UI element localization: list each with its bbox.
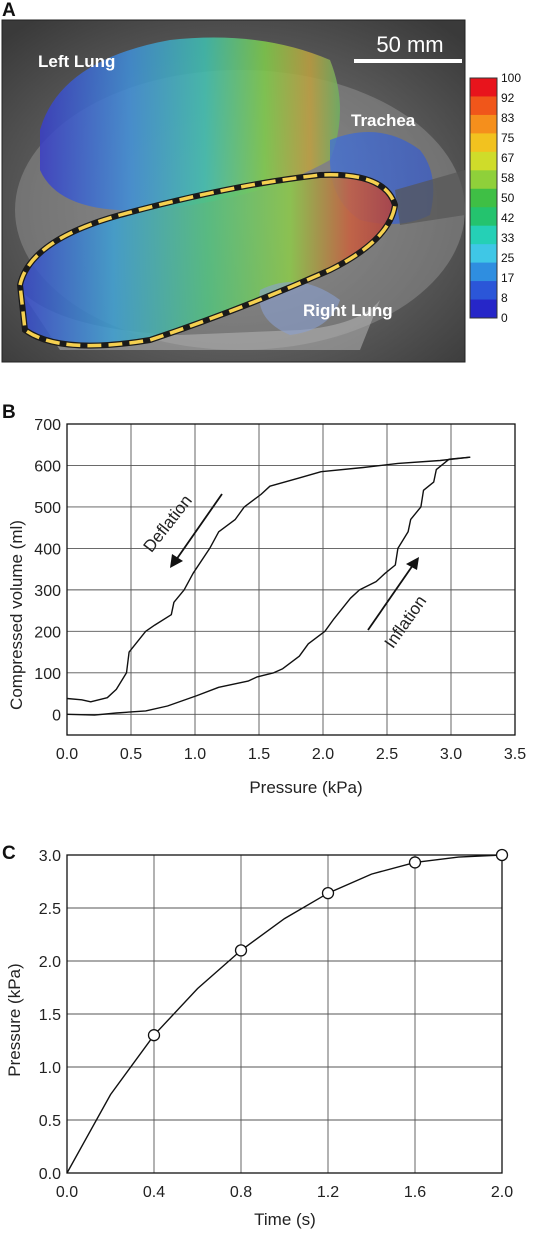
left-lung-region — [40, 37, 340, 211]
colorbar-swatch — [470, 170, 497, 190]
panel-c-chart: 0.0 0.4 0.8 1.2 1.6 2.00.00.51.01.52.02.53.0 … — [5, 848, 513, 1229]
data-marker — [321, 887, 335, 900]
x-tick-label: 1.5 — [248, 746, 270, 763]
colorbar-tick-label: 75 — [501, 131, 515, 145]
x-tick-label: 1.0 — [184, 746, 206, 763]
deflation-arrow — [170, 493, 223, 568]
x-tick-label: 2.0 — [312, 746, 334, 763]
colorbar-tick-label: 17 — [501, 271, 515, 285]
y-tick-label: 200 — [34, 624, 61, 641]
plot-area — [67, 424, 515, 735]
right-lung-dashed-outline — [18, 173, 397, 348]
colorbar-swatch — [470, 133, 497, 153]
y-axis-label: Compressed volume (ml) — [7, 520, 26, 710]
data-marker — [234, 944, 248, 957]
x-tick-label: 0.0 — [56, 1184, 78, 1201]
data-marker — [147, 1029, 161, 1042]
colorbar-swatch — [470, 78, 497, 97]
x-tick-label: 3.5 — [504, 746, 526, 763]
colorbar-swatch — [470, 96, 497, 116]
trachea-label: Trachea — [351, 111, 416, 130]
y-tick-label: 600 — [34, 458, 61, 475]
x-tick-label: 3.0 — [440, 746, 462, 763]
y-tick-label: 1.5 — [39, 1007, 61, 1024]
y-axis-label: Pressure (kPa) — [5, 963, 24, 1076]
colorbar-tick-label: 25 — [501, 251, 515, 265]
panel-b-chart: 0.0 0.5 1.0 1.5 2.0 2.5 3.0 3.5 0 100 200 300 400 500… — [7, 417, 526, 797]
colorbar-swatch — [470, 114, 497, 134]
colorbar-tick-label: 0 — [501, 311, 508, 325]
panel-c-letter: C — [2, 843, 16, 864]
colorbar-tick-label: 67 — [501, 151, 515, 165]
left-lung-label: Left Lung — [38, 52, 115, 71]
x-tick-label: 0.4 — [143, 1184, 165, 1201]
x-tick-label: 1.2 — [317, 1184, 339, 1201]
colorbar-tick-label: 92 — [501, 91, 515, 105]
scale-bar-label: 50 mm — [376, 32, 443, 57]
inflation-arrow — [367, 557, 419, 631]
panel-a-letter: A — [2, 0, 16, 21]
deflation-curve — [66, 456, 471, 703]
colorbar-tick-label: 33 — [501, 231, 515, 245]
data-marker — [495, 848, 509, 862]
colorbar-tick-label: 42 — [501, 211, 515, 225]
y-tick-label: 1.0 — [39, 1060, 61, 1077]
colorbar-swatch — [470, 225, 497, 245]
y-tick-label: 100 — [34, 666, 61, 683]
x-tick-label: 0.0 — [56, 746, 78, 763]
y-tick-label: 0 — [52, 707, 61, 724]
plot-frame — [66, 423, 516, 736]
inflation-curve — [66, 456, 471, 716]
x-tick-label: 0.5 — [120, 746, 142, 763]
colorbar-swatch — [470, 188, 497, 208]
y-tick-label: 0.5 — [39, 1113, 61, 1130]
x-tick-label: 1.6 — [404, 1184, 426, 1201]
data-marker — [408, 856, 422, 869]
x-tick-label: 2.5 — [376, 746, 398, 763]
colorbar-swatch — [470, 299, 497, 319]
y-tick-label: 3.0 — [39, 848, 61, 865]
x-axis-label: Time (s) — [254, 1210, 316, 1229]
x-tick-label: 2.0 — [491, 1184, 513, 1201]
pressure-curve — [66, 854, 503, 1174]
colorbar-swatch — [470, 262, 497, 282]
colorbar-tick-label: 50 — [501, 191, 515, 205]
colorbar-tick-label: 8 — [501, 291, 508, 305]
colorbar-swatch — [470, 151, 497, 171]
colorbar: 100 92 83 75 67 58 50 42 33 25 17 8 0 — [469, 71, 521, 325]
colorbar-tick-label: 58 — [501, 171, 515, 185]
panel-b-letter: B — [2, 402, 16, 423]
y-tick-label: 400 — [34, 541, 61, 558]
y-tick-label: 500 — [34, 500, 61, 517]
x-axis-label: Pressure (kPa) — [249, 778, 362, 797]
scale-bar — [354, 59, 462, 63]
plot-frame — [66, 854, 503, 1174]
colorbar-swatch — [470, 281, 497, 301]
y-tick-label: 2.5 — [39, 901, 61, 918]
colorbar-tick-label: 100 — [501, 71, 521, 85]
colorbar-tick-label: 83 — [501, 111, 515, 125]
x-tick-label: 0.8 — [230, 1184, 252, 1201]
y-tick-label: 0.0 — [39, 1166, 61, 1183]
y-tick-label: 700 — [34, 417, 61, 434]
right-lung-label: Right Lung — [303, 301, 393, 320]
colorbar-swatch — [470, 244, 497, 264]
panel-a-lung-image: 50 mm Left Lung Trachea Right Lung 100 92… — [1, 19, 521, 363]
y-tick-label: 300 — [34, 583, 61, 600]
y-tick-label: 2.0 — [39, 954, 61, 971]
colorbar-swatch — [470, 207, 497, 227]
